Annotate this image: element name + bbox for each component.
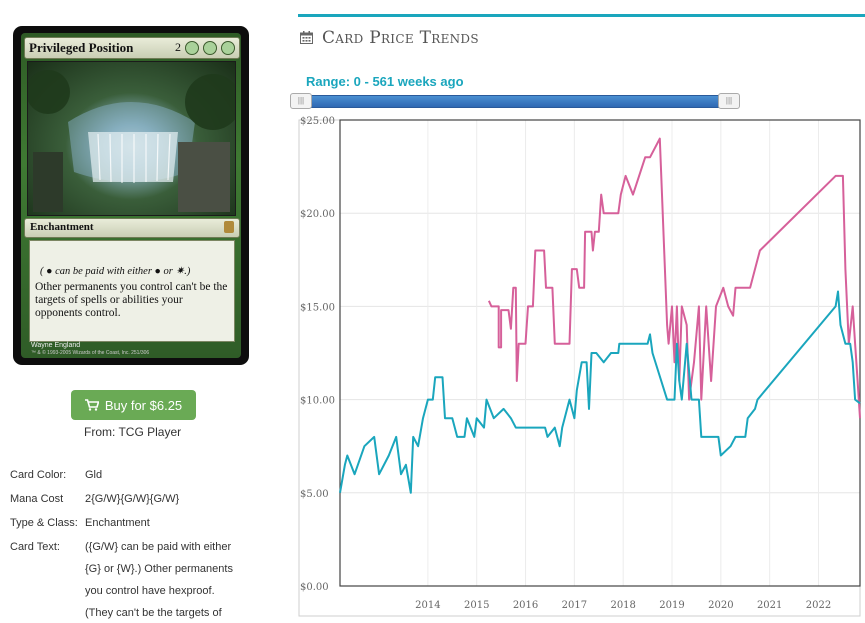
x-tick-label: 2020 — [708, 600, 733, 611]
card-name-bar: Privileged Position 2 — [24, 37, 240, 59]
card-text-line: (They can't be the targets of — [85, 607, 222, 619]
calendar-icon — [300, 31, 313, 44]
x-tick-label: 2016 — [513, 600, 538, 611]
section-divider — [298, 14, 865, 17]
x-tick-label: 2019 — [659, 600, 684, 611]
mana-hybrid-icon — [203, 41, 217, 56]
range-label: Range: 0 - 561 weeks ago — [306, 74, 464, 89]
y-tick-label: $5.00 — [300, 489, 329, 500]
range-slider-handle-end[interactable]: ||| — [718, 93, 740, 109]
attr-label-color: Card Color: — [10, 469, 67, 481]
mana-generic: 2 — [175, 40, 181, 54]
card-face: Privileged Position 2 — [21, 33, 241, 358]
card-text-line: you control have hexproof. — [85, 585, 215, 597]
attr-label-type: Type & Class: — [10, 517, 78, 529]
buy-button-label: Buy for $6.25 — [104, 397, 183, 413]
attr-value-color: Gld — [85, 469, 103, 481]
attr-label-text: Card Text: — [10, 541, 60, 553]
x-tick-label: 2014 — [415, 600, 440, 611]
price-chart-svg: $0.00 $5.00 $10.00 $15.00 $20.00 $25.00 2014 20… — [298, 116, 861, 617]
card-image[interactable]: Privileged Position 2 — [13, 26, 249, 365]
price-trends-panel: Card Price Trends Range: 0 - 561 weeks a… — [290, 0, 865, 618]
y-tick-label: $0.00 — [300, 582, 329, 593]
range-slider-handle-start[interactable]: ||| — [290, 93, 312, 109]
mana-hybrid-icon — [185, 41, 199, 56]
attr-label-mana: Mana Cost — [10, 493, 64, 505]
chart-outer-frame — [298, 119, 861, 617]
y-tick-label: $10.00 — [300, 396, 335, 407]
card-art-illustration — [26, 70, 241, 212]
card-text-line: {G} or {W}.) Other permanents — [85, 563, 233, 575]
card-type-line: Enchantment — [30, 221, 94, 233]
x-tick-label: 2021 — [757, 600, 782, 611]
card-mana-cost: 2 — [175, 40, 235, 56]
card-artist: Wayne England — [31, 342, 81, 349]
y-tick-label: $15.00 — [300, 302, 335, 313]
attr-value-mana: 2{G/W}{G/W}{G/W} — [85, 493, 180, 505]
card-reminder-text: ( ● can be paid with either ● or ✷.) — [40, 266, 191, 277]
buy-button[interactable]: Buy for $6.25 — [71, 390, 196, 420]
plot-area-frame — [339, 119, 861, 587]
card-detail-panel: Privileged Position 2 — [0, 0, 290, 619]
price-series-line — [487, 137, 861, 419]
x-tick-label: 2018 — [610, 600, 635, 611]
x-tick-label: 2022 — [806, 600, 831, 611]
card-type-bar: Enchantment — [24, 218, 240, 238]
card-rules-text: Other permanents you control can't be th… — [35, 281, 228, 319]
y-tick-label: $20.00 — [300, 209, 335, 220]
cart-icon — [84, 399, 99, 411]
card-text-box: ( ● can be paid with either ● or ✷.) Oth… — [29, 240, 235, 342]
attr-value-type: Enchantment — [85, 517, 150, 529]
card-art — [26, 61, 241, 216]
card-text-line: ({G/W} can be paid with either — [85, 541, 232, 553]
range-slider-track[interactable] — [304, 95, 738, 108]
set-symbol-icon — [224, 221, 234, 233]
card-name: Privileged Position — [29, 40, 134, 55]
price-series-line — [339, 290, 861, 494]
x-tick-label: 2017 — [562, 600, 587, 611]
y-tick-label: $25.00 — [300, 116, 335, 127]
price-chart: $0.00 $5.00 $10.00 $15.00 $20.00 $25.00 2014 20… — [298, 116, 865, 618]
price-source: From: TCG Player — [84, 425, 182, 439]
x-tick-label: 2015 — [464, 600, 489, 611]
section-title: Card Price Trends — [322, 28, 479, 48]
mana-hybrid-icon — [221, 41, 235, 56]
card-copyright: ™ & © 1993-2005 Wizards of the Coast, In… — [31, 350, 150, 356]
